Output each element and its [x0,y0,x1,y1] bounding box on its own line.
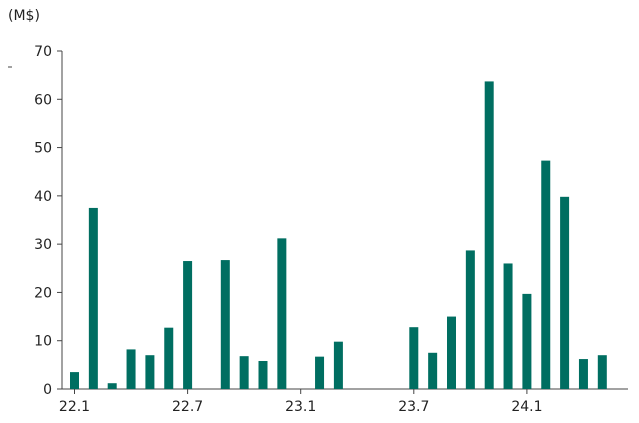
bar [258,360,268,389]
bar [145,355,155,389]
bar [164,327,174,389]
bar [409,327,419,389]
bar [560,196,570,389]
bar [541,160,551,389]
bar [220,260,230,389]
y-axis: 0 10 20 30 40 50 60 70 [34,44,63,398]
y-tick-label: 70 [34,44,52,60]
x-tick-label: 22.1 [59,399,90,415]
bar [333,341,343,389]
bar [447,316,456,389]
bar [88,207,98,389]
y-tick-label: 10 [34,334,52,350]
y-tick-label: 60 [34,92,52,108]
y-tick-label: 40 [34,189,52,205]
bars [70,81,607,390]
x-tick-label: 23.7 [398,399,429,415]
bar [107,383,117,389]
bar [522,293,532,389]
x-axis: 22.1 22.7 23.1 23.7 24.1 [59,388,628,415]
y-tick-label: 50 [34,141,52,157]
bar [315,356,325,389]
x-tick-label: 24.1 [511,399,542,415]
bar [597,355,607,389]
y-tick-label: 0 [43,382,52,398]
x-tick-label: 23.1 [285,399,316,415]
bar [126,349,136,389]
x-tick-label: 22.7 [172,399,203,415]
bar [428,352,438,389]
bar [239,356,249,389]
bar [465,250,475,389]
bar [503,263,513,389]
y-tick-label: 20 [34,285,52,301]
bar [183,261,193,389]
y-unit-label: (M$) [8,8,40,24]
bar [578,359,588,389]
bar [277,238,287,389]
y-tick-label: 30 [34,237,52,253]
bar [70,372,79,389]
bar [484,81,494,390]
